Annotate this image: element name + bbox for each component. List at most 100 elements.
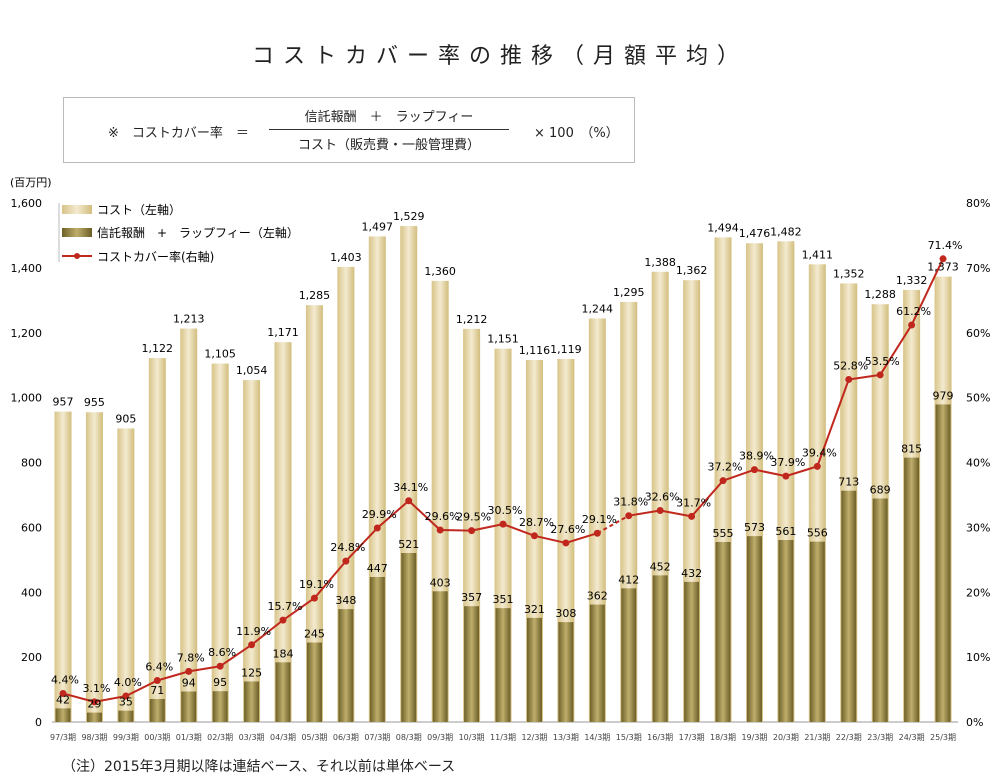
- fee-bar: [55, 708, 71, 722]
- cost-bar: [337, 266, 355, 722]
- fee-label: 561: [775, 525, 796, 538]
- fee-bar: [369, 577, 385, 722]
- x-tick-label: 07/3期: [364, 733, 390, 742]
- cost-label: 1,122: [142, 342, 174, 355]
- rate-line-segment: [250, 619, 284, 646]
- rate-label: 38.9%: [739, 450, 774, 463]
- fee-bar: [401, 553, 417, 722]
- rate-line-segment: [534, 534, 567, 544]
- x-tick-label: 98/3期: [81, 733, 107, 742]
- y-tick-right: 20%: [966, 586, 990, 599]
- fee-label: 245: [304, 628, 325, 641]
- x-tick-label: 11/3期: [490, 733, 516, 742]
- y-tick-left: 800: [21, 457, 42, 470]
- rate-label: 37.9%: [770, 456, 805, 469]
- x-tick-label: 24/3期: [899, 733, 925, 742]
- rate-point: [122, 692, 130, 700]
- rate-label: 53.5%: [865, 355, 900, 368]
- fee-label: 713: [838, 476, 859, 489]
- rate-point: [90, 698, 98, 706]
- cost-bar: [243, 380, 261, 722]
- rate-label: 71.4%: [928, 239, 963, 252]
- fee-label: 42: [56, 693, 70, 706]
- rate-label: 61.2%: [896, 305, 931, 318]
- rate-line-segment: [785, 465, 818, 478]
- fee-bar: [746, 536, 762, 722]
- x-tick-label: 15/3期: [616, 733, 642, 742]
- rate-point: [499, 520, 507, 528]
- x-tick-label: 99/3期: [113, 733, 139, 742]
- cost-label: 1,388: [644, 256, 676, 269]
- x-tick-label: 05/3期: [301, 733, 327, 742]
- rate-line-segment: [690, 480, 724, 518]
- fee-label: 29: [87, 698, 101, 711]
- fee-label: 357: [461, 591, 482, 604]
- rate-label: 28.7%: [519, 516, 554, 529]
- rate-label: 29.9%: [362, 508, 397, 521]
- x-tick-label: 17/3期: [679, 733, 705, 742]
- cost-label: 1,497: [362, 220, 394, 233]
- rate-label: 29.6%: [425, 510, 460, 523]
- cost-label: 1,213: [173, 313, 205, 326]
- rate-line-segment: [628, 509, 661, 517]
- rate-label: 31.7%: [676, 496, 711, 509]
- rate-line-segment: [345, 527, 379, 562]
- fee-bar: [715, 541, 731, 722]
- fee-label: 71: [150, 684, 164, 697]
- fee-label: 573: [744, 521, 765, 534]
- rate-point: [436, 526, 444, 534]
- rate-point: [248, 641, 256, 649]
- cost-label: 1,105: [204, 348, 236, 361]
- fee-label: 556: [807, 527, 828, 540]
- cost-label: 1,151: [487, 333, 519, 346]
- rate-line-segment: [125, 679, 158, 697]
- rate-line-segment: [596, 514, 630, 535]
- fee-bar: [621, 588, 637, 722]
- x-tick-label: 25/3期: [930, 733, 956, 742]
- fee-bar: [684, 581, 700, 722]
- x-tick-label: 20/3期: [773, 733, 799, 742]
- rate-line-segment: [816, 379, 850, 467]
- rate-line-segment: [157, 670, 189, 682]
- cost-label: 1,373: [927, 261, 959, 274]
- formula-denominator: コスト（販売費・一般管理費）: [297, 138, 480, 153]
- y-tick-right: 0%: [966, 716, 983, 729]
- x-tick-label: 19/3期: [741, 733, 767, 742]
- x-tick-label: 02/3期: [207, 733, 233, 742]
- cost-label: 1,332: [896, 274, 928, 287]
- rate-point: [876, 371, 884, 379]
- rate-label: 4.0%: [114, 676, 142, 689]
- fee-bar: [86, 712, 102, 722]
- rate-line-segment: [502, 523, 535, 537]
- fee-bar: [212, 691, 228, 722]
- fee-label: 125: [241, 666, 262, 679]
- rate-point: [908, 321, 916, 329]
- fee-label: 308: [555, 607, 576, 620]
- cost-bar: [180, 328, 198, 722]
- fee-label: 184: [273, 647, 294, 660]
- x-tick-label: 10/3期: [459, 733, 485, 742]
- fee-label: 351: [493, 593, 514, 606]
- rate-point: [750, 466, 758, 474]
- fee-bar: [589, 604, 605, 722]
- legend-swatch-cost: [62, 205, 92, 214]
- y-tick-left: 600: [21, 521, 42, 534]
- rate-line-segment: [188, 665, 221, 673]
- fee-bar: [306, 642, 322, 722]
- cost-label: 1,054: [236, 364, 268, 377]
- fee-bar: [558, 622, 574, 722]
- cost-label: 1,244: [582, 302, 614, 315]
- x-tick-label: 97/3期: [50, 733, 76, 742]
- y-tick-right: 50%: [966, 392, 990, 405]
- x-tick-label: 16/3期: [647, 733, 673, 742]
- x-tick-label: 23/3期: [867, 733, 893, 742]
- rate-line-segment: [754, 468, 787, 478]
- x-tick-label: 13/3期: [553, 733, 579, 742]
- y-tick-right: 60%: [966, 327, 990, 340]
- footnote: （注）2015年3月期以降は連結ベース、それ以前は単体ベース: [62, 759, 456, 775]
- fee-bar: [149, 698, 165, 722]
- fee-bar: [809, 541, 825, 722]
- rate-label: 32.6%: [645, 491, 680, 504]
- rate-label: 30.5%: [488, 504, 523, 517]
